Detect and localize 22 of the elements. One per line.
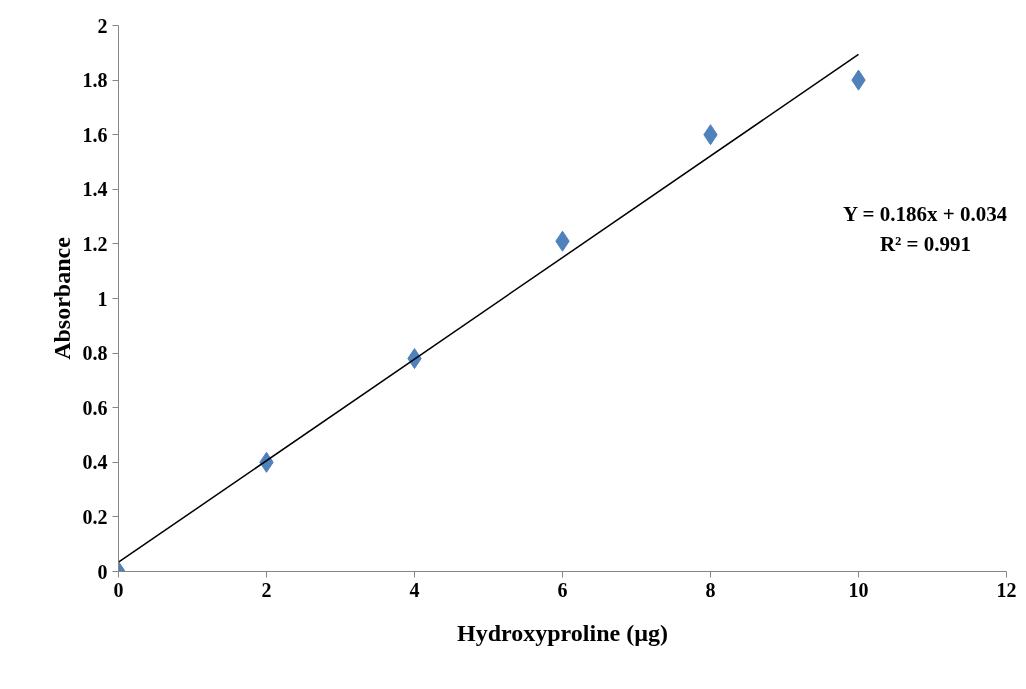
x-tick-label: 2 <box>261 578 272 601</box>
x-tick-label: 12 <box>996 578 1017 601</box>
x-tick-label: 4 <box>409 578 420 601</box>
x-tick-label: 8 <box>705 578 716 601</box>
y-tick-label: 1.4 <box>82 178 108 201</box>
x-axis-title: Hydroxyproline (µg) <box>457 619 668 646</box>
y-tick-label: 0 <box>97 560 108 583</box>
annotation: R² = 0.991 <box>879 231 972 256</box>
x-tick-label: 10 <box>848 578 869 601</box>
y-tick-label: 0.6 <box>82 396 108 419</box>
annotation: Y = 0.186x + 0.034 <box>842 201 1008 226</box>
x-tick-label: 6 <box>557 578 568 601</box>
y-tick-label: 1.8 <box>82 69 108 92</box>
y-tick-label: 0.2 <box>82 505 108 528</box>
y-tick-label: 2 <box>97 14 108 37</box>
x-tick-label: 0 <box>113 578 124 601</box>
y-tick-label: 1 <box>97 287 108 310</box>
y-tick-label: 0.8 <box>82 342 108 365</box>
y-tick-label: 1.2 <box>82 232 108 255</box>
y-tick-label: 1.6 <box>82 123 108 146</box>
y-axis-title: Absorbance <box>48 236 75 360</box>
y-tick-label: 0.4 <box>82 451 108 474</box>
